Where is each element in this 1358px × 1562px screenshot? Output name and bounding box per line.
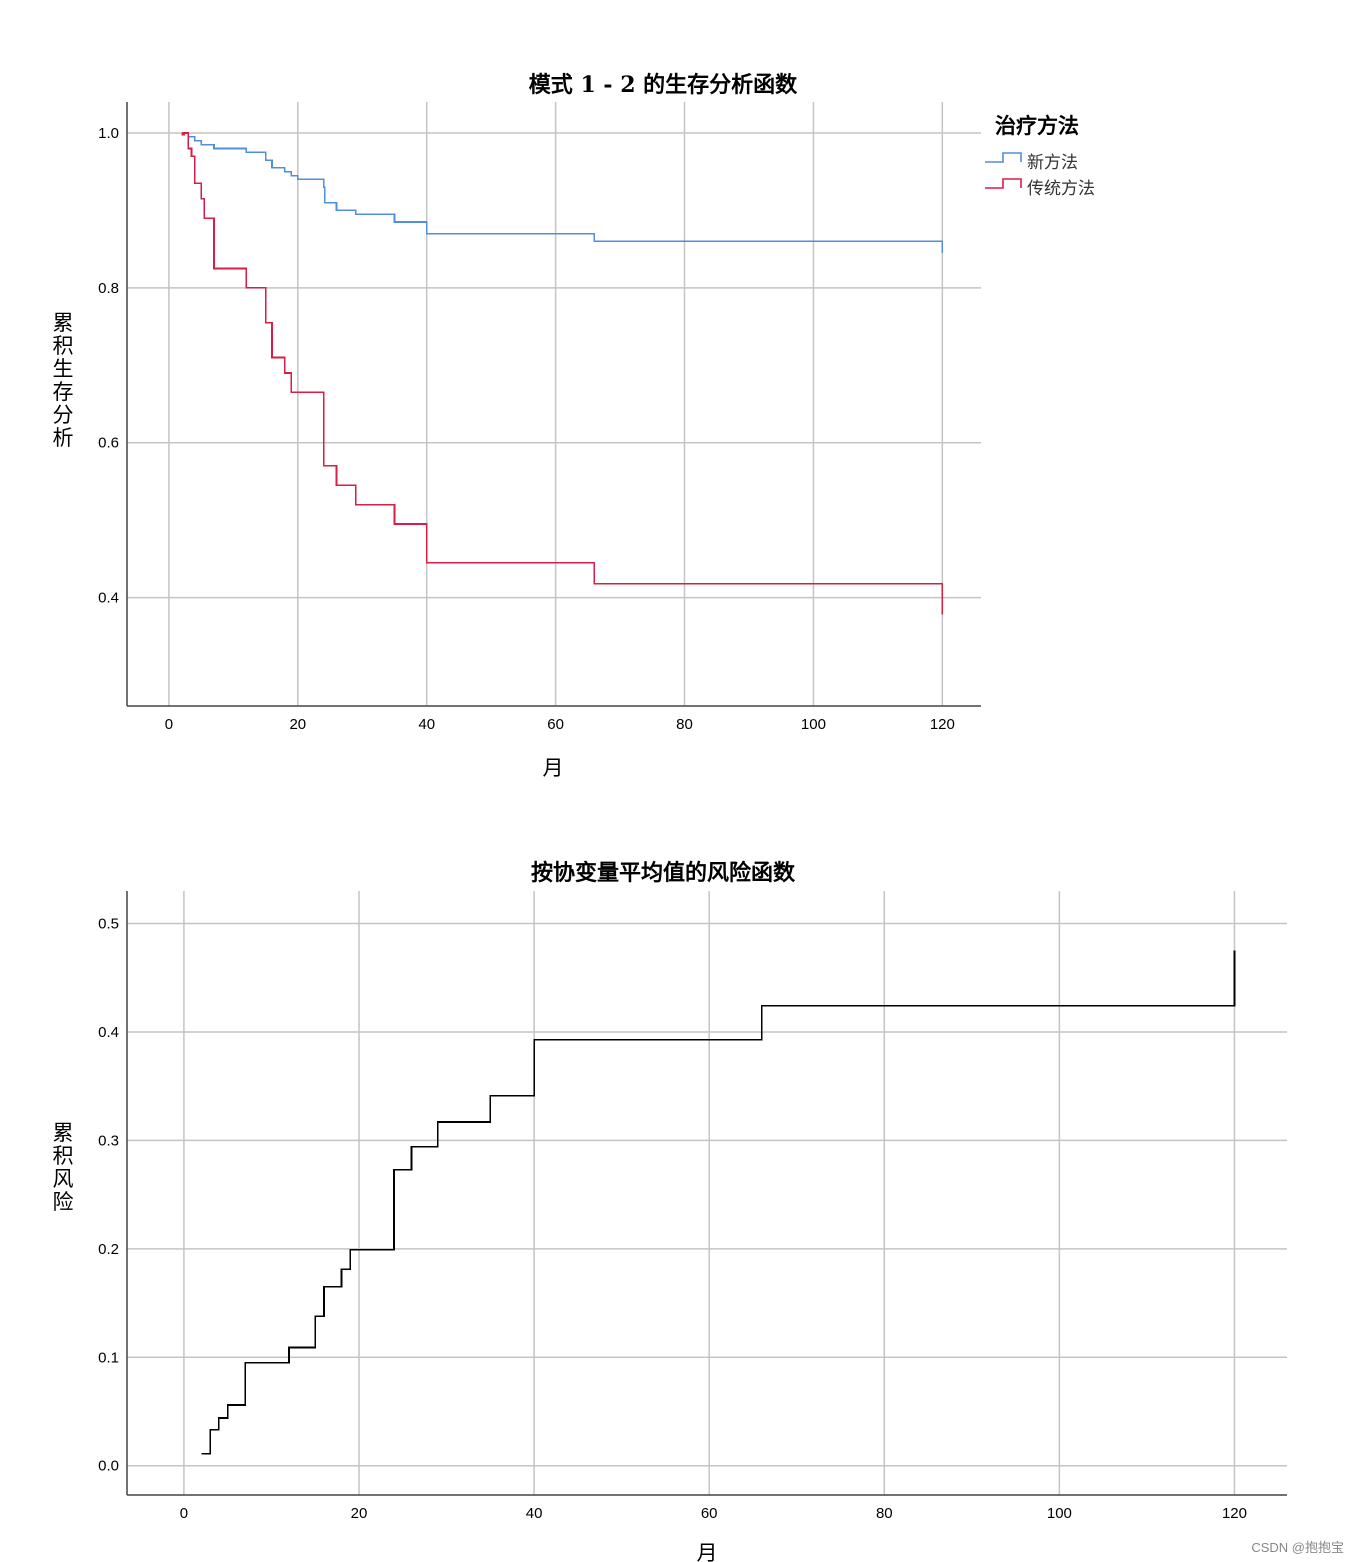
x-tick-label: 80 [676,716,693,733]
x-tick-label: 100 [801,716,826,733]
x-tick-label: 40 [526,1505,543,1522]
x-tick-labels: 0 20 40 60 80 100 120 [165,716,955,733]
legend-label: 传统方法 [1027,179,1095,199]
series-line-1 [201,950,1236,1455]
legend-swatch [985,178,1022,189]
hazard-chart: 按协变量平均值的风险函数 0 20 40 60 80 100 120 0.00.10.20.… [53,860,1287,1562]
y-tick-labels: 0.0 0.1 0.2 0.3 0.4 0.5 [98,916,119,1475]
x-tick-label: 0 [180,1505,188,1522]
series-group [181,132,944,615]
x-tick-label: 60 [701,1505,718,1522]
x-axis-title: 月 [697,1541,718,1562]
y-tick-label: 0.5 [98,916,119,933]
y-tick-labels: 0.4 0.6 0.8 1.0 [98,125,119,607]
series-line-2 [181,132,944,615]
y-tick-label: 0.0 [98,1458,119,1475]
y-tick-label: 1.0 [98,125,119,142]
x-axis-title: 月 [543,756,564,780]
series-group [201,950,1236,1455]
grid [127,102,981,706]
y-tick-label: 0.2 [98,1241,119,1258]
y-tick-label: 0.1 [98,1349,119,1366]
legend-title: 治疗方法 [995,113,1079,138]
x-tick-label: 0 [165,716,173,733]
x-tick-label: 20 [351,1505,368,1522]
x-tick-label: 100 [1047,1505,1072,1522]
y-tick-label: 0.4 [98,590,119,607]
y-axis-title: 累积生存分析 [53,311,74,450]
grid [127,891,1287,1495]
y-axis-title: 累积风险 [53,1121,74,1214]
x-tick-label: 20 [289,716,306,733]
y-tick-label: 0.6 [98,435,119,452]
series-line-1 [181,132,944,253]
x-tick-labels: 0 20 40 60 80 100 120 [180,1505,1247,1522]
chart-title: 按协变量平均值的风险函数 [531,860,796,886]
watermark: CSDN @抱抱宝 [1251,1540,1344,1555]
x-tick-label: 60 [547,716,564,733]
survival-chart: 模式 1 - 2 的生存分析函数 0 20 40 60 80 100 120 0.40.60… [53,72,1096,780]
legend-swatch [985,152,1022,163]
x-tick-label: 80 [876,1505,893,1522]
x-tick-label: 120 [930,716,955,733]
y-tick-label: 0.3 [98,1132,119,1149]
x-tick-label: 120 [1222,1505,1247,1522]
y-tick-label: 0.4 [98,1024,119,1041]
x-tick-label: 40 [418,716,435,733]
y-tick-label: 0.8 [98,280,119,297]
chart-title: 模式 1 - 2 的生存分析函数 [529,72,798,98]
legend-label: 新方法 [1027,153,1078,173]
